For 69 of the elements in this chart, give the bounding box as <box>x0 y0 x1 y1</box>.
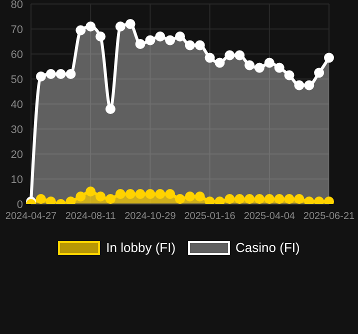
point <box>135 39 146 49</box>
point <box>175 32 185 42</box>
y-tick-label: 30 <box>10 124 23 136</box>
y-tick-label: 40 <box>10 98 23 111</box>
point <box>234 50 245 60</box>
point <box>254 62 264 73</box>
point <box>155 189 166 199</box>
legend-label: Casino (FI) <box>236 240 300 255</box>
point <box>36 194 46 204</box>
point <box>66 69 76 79</box>
point <box>115 22 126 32</box>
point <box>324 52 334 63</box>
point <box>115 189 126 199</box>
point <box>135 189 146 199</box>
point <box>105 194 116 204</box>
point <box>46 69 56 79</box>
y-tick-label: 20 <box>10 148 23 161</box>
x-tick-label: 2025-06-21 <box>303 211 356 222</box>
point <box>155 32 166 42</box>
point <box>264 194 274 204</box>
point <box>244 194 255 204</box>
point <box>145 189 156 199</box>
point <box>76 25 86 36</box>
point <box>175 194 185 204</box>
y-tick-label: 80 <box>10 0 23 11</box>
point <box>125 19 136 29</box>
x-tick-label: 2025-01-16 <box>184 211 236 222</box>
point <box>264 58 274 68</box>
point <box>145 35 156 46</box>
point <box>184 192 195 202</box>
x-tick-label: 2024-04-27 <box>5 211 58 222</box>
point <box>165 189 176 199</box>
point <box>214 58 225 68</box>
point <box>244 60 255 70</box>
y-tick-label: 60 <box>10 48 23 61</box>
point <box>234 194 245 204</box>
x-tick-label: 2025-04-04 <box>244 211 296 222</box>
point <box>314 68 324 78</box>
point <box>194 192 205 202</box>
point <box>224 50 235 60</box>
x-tick-label: 2024-08-11 <box>65 211 116 222</box>
legend-label: In lobby (FI) <box>106 240 176 255</box>
point <box>86 186 96 196</box>
point <box>224 194 235 204</box>
point <box>56 69 66 79</box>
point <box>284 194 294 204</box>
point <box>96 192 106 202</box>
point <box>76 192 86 202</box>
point <box>125 189 136 199</box>
y-tick-label: 50 <box>10 74 23 86</box>
point <box>105 104 116 114</box>
point <box>304 80 314 90</box>
y-tick-label: 10 <box>10 174 23 186</box>
point <box>204 52 215 63</box>
point <box>254 194 264 204</box>
point <box>36 72 46 82</box>
point <box>194 40 205 50</box>
point <box>274 194 284 204</box>
point <box>294 194 304 204</box>
point <box>294 80 304 90</box>
point <box>165 35 176 46</box>
x-tick-label: 2024-10-29 <box>124 211 176 222</box>
point <box>184 40 195 50</box>
point <box>86 22 96 32</box>
y-tick-label: 70 <box>10 24 23 36</box>
point <box>274 62 284 73</box>
y-tick-label: 0 <box>16 198 23 211</box>
point <box>96 32 106 42</box>
point <box>284 70 294 80</box>
